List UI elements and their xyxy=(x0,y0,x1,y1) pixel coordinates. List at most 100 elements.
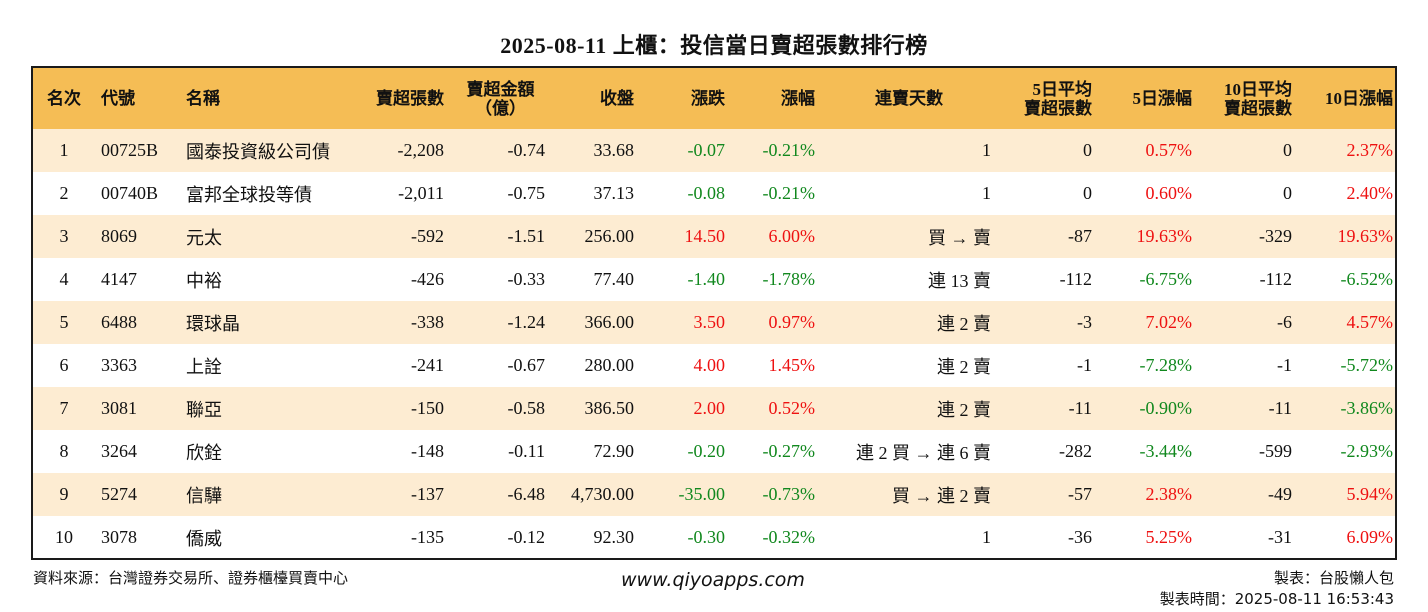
name-cell: 中裕 xyxy=(186,270,222,291)
table-header-row: 名次 代號 名稱 賣超張數 賣超金額 （億） 收盤 漲跌 漲幅 連賣天數 5日平… xyxy=(33,68,1395,129)
avg10-cell: -599 xyxy=(1259,441,1292,461)
name-cell: 僑威 xyxy=(186,528,222,549)
name-cell: 欣銓 xyxy=(186,442,222,463)
pct5-cell: -7.28% xyxy=(1139,355,1193,375)
name-cell: 信驊 xyxy=(186,485,222,506)
sell-lots-cell: -338 xyxy=(411,312,444,332)
pct5-cell: 2.38% xyxy=(1145,484,1193,504)
header-avg5-line1: 5日平均 xyxy=(1032,79,1093,99)
sell-lots-cell: -426 xyxy=(411,269,444,289)
avg5-cell: -112 xyxy=(1059,269,1092,289)
pct5-cell: 5.25% xyxy=(1145,527,1193,547)
close-cell: 92.30 xyxy=(593,527,635,547)
avg5-cell: -3 xyxy=(1077,312,1092,332)
table-row: 9 5274 信驊 -137 -6.48 4,730.00 -35.00 -0.73% 買 → … xyxy=(33,473,1395,516)
sell-lots-cell: -135 xyxy=(411,527,444,547)
pct5-cell: -3.44% xyxy=(1139,441,1193,461)
change-pct-cell: 0.52% xyxy=(768,398,816,418)
change-cell: -0.20 xyxy=(687,441,726,461)
pct10-cell: -2.93% xyxy=(1340,441,1394,461)
page-title: 2025-08-11 上櫃：投信當日賣超張數排行榜 xyxy=(500,33,928,58)
streak-cell: 1 xyxy=(982,140,991,160)
pct10-cell: 2.40% xyxy=(1346,183,1394,203)
header-rank: 名次 xyxy=(47,89,81,108)
close-cell: 4,730.00 xyxy=(571,484,634,504)
streak-cell: 連 2 賣 xyxy=(937,313,991,334)
streak-cell: 連 13 賣 xyxy=(928,270,991,291)
ranking-table: 名次 代號 名稱 賣超張數 賣超金額 （億） 收盤 漲跌 漲幅 連賣天數 5日平… xyxy=(31,66,1397,560)
pct10-cell: 5.94% xyxy=(1346,484,1394,504)
sell-lots-cell: -2,208 xyxy=(397,140,445,160)
close-cell: 280.00 xyxy=(584,355,635,375)
rank-cell: 2 xyxy=(59,183,69,203)
pct10-cell: -3.86% xyxy=(1340,398,1394,418)
generated-time: 製表時間：2025-08-11 16:53:43 xyxy=(1159,590,1394,608)
sell-lots-cell: -2,011 xyxy=(398,183,444,203)
sell-lots-cell: -150 xyxy=(411,398,444,418)
website-link[interactable]: www.qiyoapps.com xyxy=(621,569,805,591)
close-cell: 77.40 xyxy=(593,269,635,289)
change-pct-cell: -0.27% xyxy=(762,441,816,461)
code-cell: 3363 xyxy=(101,355,137,375)
header-change-pct: 漲幅 xyxy=(781,89,815,108)
pct10-cell: -5.72% xyxy=(1340,355,1394,375)
avg10-cell: -49 xyxy=(1268,484,1292,504)
table-row: 3 8069 元太 -592 -1.51 256.00 14.50 6.00% 買 → 賣 -87… xyxy=(33,215,1395,258)
header-sell-lots: 賣超張數 xyxy=(376,89,444,108)
change-pct-cell: 6.00% xyxy=(768,226,816,246)
change-cell: -0.08 xyxy=(687,183,726,203)
sell-lots-cell: -148 xyxy=(411,441,444,461)
avg5-cell: 0 xyxy=(1083,183,1092,203)
pct5-cell: 7.02% xyxy=(1145,312,1193,332)
streak-cell: 連 2 賣 xyxy=(937,399,991,420)
header-code: 代號 xyxy=(101,89,135,108)
header-sell-amount-line2: （億） xyxy=(475,98,526,118)
avg10-cell: -11 xyxy=(1268,398,1292,418)
streak-cell: 買 → 連 2 賣 xyxy=(892,485,991,506)
change-cell: -0.07 xyxy=(687,140,726,160)
pct10-cell: 4.57% xyxy=(1346,312,1394,332)
change-pct-cell: 0.97% xyxy=(768,312,816,332)
avg10-cell: 0 xyxy=(1283,140,1292,160)
close-cell: 72.90 xyxy=(593,441,635,461)
change-cell: -35.00 xyxy=(678,484,726,504)
pct10-cell: -6.52% xyxy=(1340,269,1394,289)
avg10-cell: 0 xyxy=(1283,183,1292,203)
table-row: 5 6488 環球晶 -338 -1.24 366.00 3.50 0.97% 連 2 賣 -3 7… xyxy=(33,301,1395,344)
rank-cell: 5 xyxy=(59,312,69,332)
rank-cell: 3 xyxy=(59,226,69,246)
pct5-cell: 19.63% xyxy=(1136,226,1193,246)
rank-cell: 4 xyxy=(59,269,69,289)
change-pct-cell: -0.32% xyxy=(762,527,816,547)
avg10-cell: -329 xyxy=(1259,226,1292,246)
header-avg10-line2: 賣超張數 xyxy=(1224,98,1292,118)
name-cell: 環球晶 xyxy=(186,313,240,334)
code-cell: 00740B xyxy=(101,183,159,203)
avg5-cell: -11 xyxy=(1068,398,1092,418)
pct5-cell: -0.90% xyxy=(1139,398,1193,418)
avg5-cell: -282 xyxy=(1059,441,1092,461)
avg5-cell: 0 xyxy=(1083,140,1092,160)
header-streak: 連賣天數 xyxy=(875,89,943,108)
table-row: 4 4147 中裕 -426 -0.33 77.40 -1.40 -1.78% 連 13 賣 -1… xyxy=(33,258,1395,301)
header-pct10: 10日漲幅 xyxy=(1325,89,1393,108)
header-avg5: 5日平均 賣超張數 xyxy=(997,68,1098,129)
rank-cell: 8 xyxy=(59,441,69,461)
close-cell: 386.50 xyxy=(584,398,635,418)
avg5-cell: -1 xyxy=(1077,355,1092,375)
pct10-cell: 6.09% xyxy=(1346,527,1394,547)
close-cell: 366.00 xyxy=(584,312,635,332)
streak-cell: 1 xyxy=(982,183,991,203)
change-pct-cell: -1.78% xyxy=(762,269,816,289)
table-row: 8 3264 欣銓 -148 -0.11 72.90 -0.20 -0.27% 連 2 買 → … xyxy=(33,430,1395,473)
change-cell: 4.00 xyxy=(693,355,726,375)
sell-amount-cell: -6.48 xyxy=(507,484,546,504)
header-avg10-line1: 10日平均 xyxy=(1224,79,1292,99)
header-avg10: 10日平均 賣超張數 xyxy=(1198,68,1298,129)
header-name: 名稱 xyxy=(186,89,220,108)
table-row: 1 00725B 國泰投資級公司債 -2,208 -0.74 33.68 -0.07 -0.2… xyxy=(33,129,1395,172)
change-cell: 2.00 xyxy=(693,398,726,418)
table-row: 2 00740B 富邦全球投等債 -2,011 -0.75 37.13 -0.08 -0.21… xyxy=(33,172,1395,215)
rank-cell: 10 xyxy=(55,527,73,547)
name-cell: 元太 xyxy=(186,227,222,248)
